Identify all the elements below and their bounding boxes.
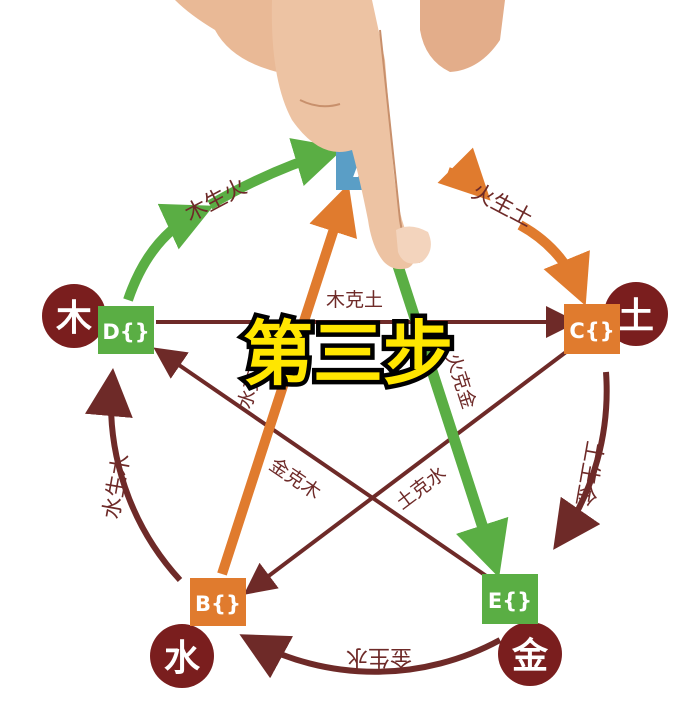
label-water-wood: 水生木 [99,452,135,521]
element-wood-label: 木 [56,298,92,339]
element-metal: 金 [498,622,562,686]
overlay-title: 第三步 [239,309,458,400]
node-c: C{} [564,304,620,354]
node-d-label: D{} [102,320,149,344]
node-b: B{} [190,578,246,626]
generating-cycle-ring [84,368,610,679]
controlling-star [153,306,578,595]
element-wood: 木 [42,284,106,348]
pointing-hand-icon [175,0,505,270]
element-water-label: 水 [164,638,201,679]
node-e: E{} [482,574,538,624]
label-earth-water: 土克水 [392,462,451,514]
element-earth-label: 土 [618,296,654,337]
node-e-label: E{} [488,589,532,613]
element-metal-label: 金 [511,635,549,677]
label-metal-wood: 金克木 [265,454,325,504]
label-metal-water: 金生水 [346,644,412,669]
node-b-label: B{} [195,592,241,616]
node-c-label: C{} [569,319,614,343]
label-wood-fire: 木生火 [181,174,251,227]
overlay-title-text: 第三步 [243,313,453,395]
element-water: 水 [150,624,214,688]
label-fire-earth: 火生土 [467,179,537,232]
label-wood-earth: 木克土 [326,289,383,311]
label-earth-metal: 土生金 [571,439,607,508]
orange-arrows [217,147,590,576]
node-d: D{} [98,306,154,354]
